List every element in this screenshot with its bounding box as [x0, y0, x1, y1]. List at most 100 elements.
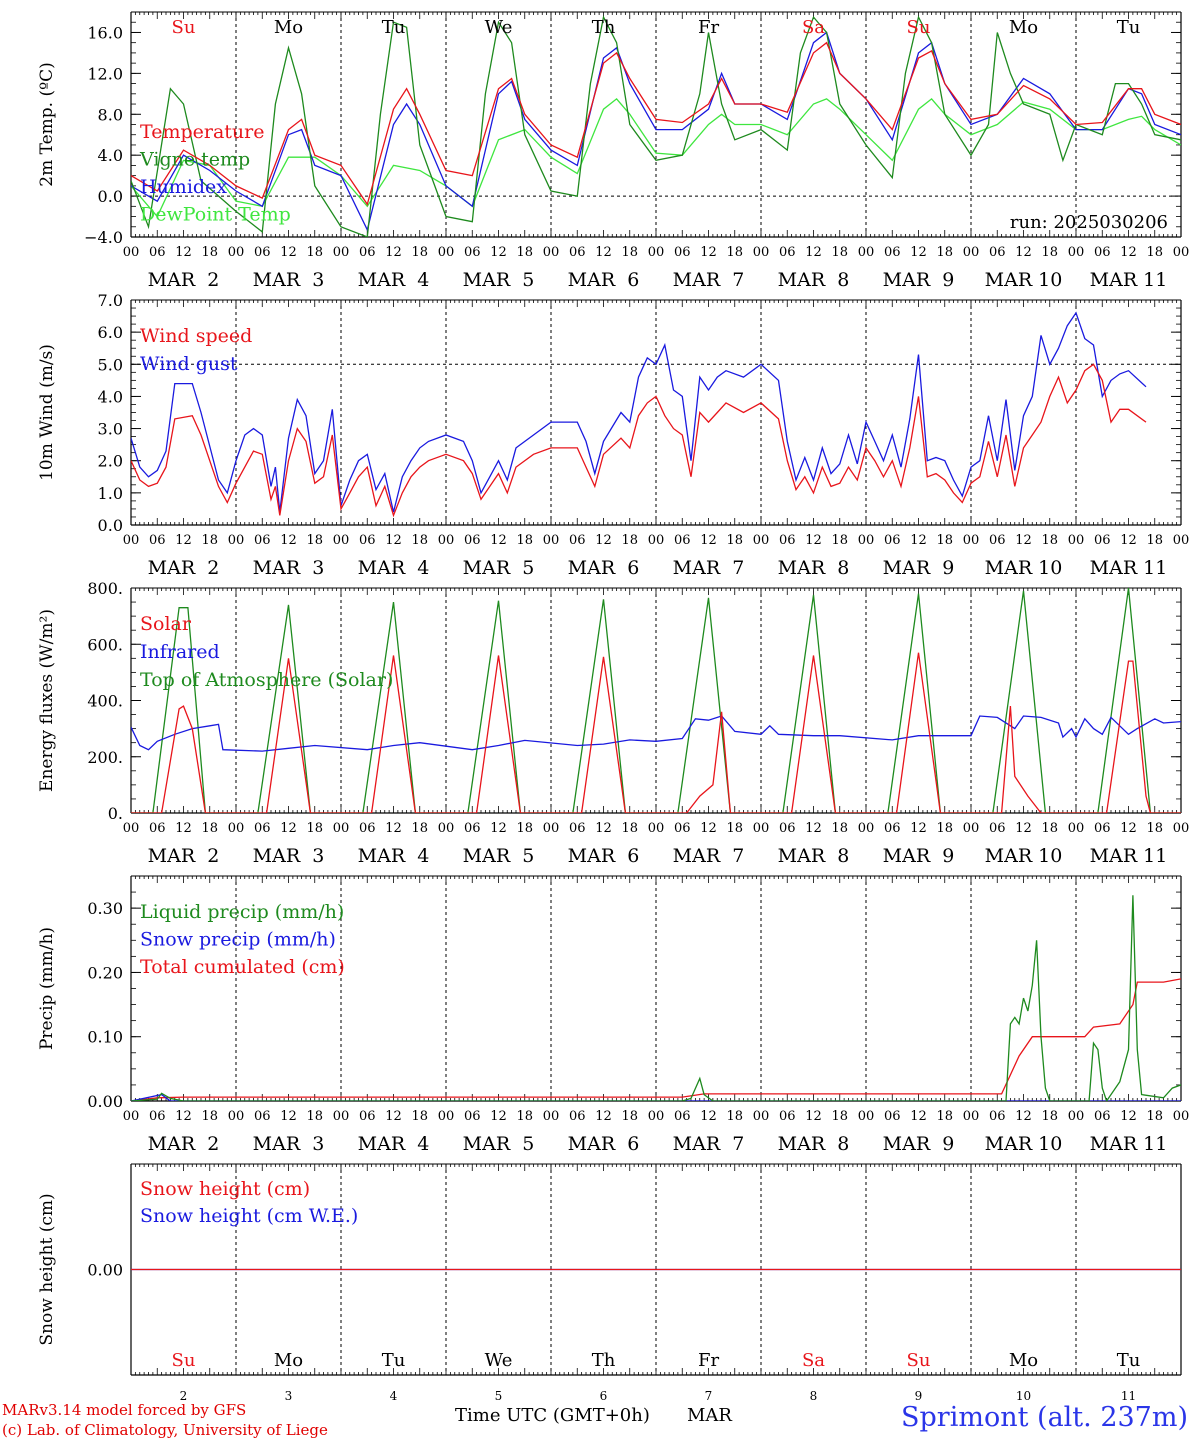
hour-label: 12: [805, 245, 822, 260]
hour-label: 12: [385, 533, 402, 548]
date-label: MAR 10: [985, 269, 1063, 291]
date-label: MAR 7: [673, 1133, 745, 1155]
hour-label: 12: [700, 1109, 717, 1124]
date-label: MAR 11: [1090, 557, 1168, 579]
hour-label: 06: [359, 821, 376, 836]
hour-label: 12: [490, 533, 507, 548]
hour-label: 18: [936, 533, 953, 548]
hour-label: 12: [595, 1109, 612, 1124]
hour-label: 12: [910, 821, 927, 836]
day-number-label: 2: [180, 1389, 188, 1403]
y-axis-label: Snow height (cm): [37, 1193, 57, 1345]
hour-label: 18: [1041, 821, 1058, 836]
hour-label: 06: [359, 1109, 376, 1124]
dow-label: Th: [592, 1350, 616, 1371]
legend-entry: Humidex: [140, 176, 227, 198]
hour-label: 00: [858, 1109, 875, 1124]
panel-energy: 0. 200. 400. 600. 800. Energy fluxes (W/m²) So…: [37, 579, 1189, 867]
date-label: MAR 11: [1090, 1133, 1168, 1155]
dow-label: Tu: [382, 1350, 406, 1371]
y-axis-label: 2m Temp. (ºC): [37, 62, 57, 187]
hour-label: 06: [989, 1109, 1006, 1124]
date-label: MAR 5: [463, 845, 535, 867]
series-line-temperature: [131, 41, 1181, 206]
y-axis-label: Precip (mm/h): [37, 927, 57, 1050]
hour-label: 06: [464, 1109, 481, 1124]
hour-label: 12: [175, 245, 192, 260]
hour-label: 18: [201, 1109, 218, 1124]
hour-label: 18: [306, 533, 323, 548]
dow-label: Mo: [1009, 17, 1038, 38]
dow-label: Mo: [274, 1350, 303, 1371]
date-label: MAR 4: [358, 845, 430, 867]
hour-label: 12: [1120, 821, 1137, 836]
hour-label: 00: [543, 245, 560, 260]
date-label: MAR 3: [253, 845, 325, 867]
hour-label: 00: [228, 533, 245, 548]
hour-label: 06: [674, 245, 691, 260]
series-group: [131, 588, 1181, 813]
day-number-label: 10: [1016, 1389, 1031, 1403]
hour-label: 12: [700, 821, 717, 836]
day-number-label: 8: [810, 1389, 818, 1403]
y-axis-label: Energy fluxes (W/m²): [37, 609, 57, 792]
date-label: MAR 7: [673, 269, 745, 291]
hour-label: 06: [464, 245, 481, 260]
hour-label: 00: [858, 821, 875, 836]
hour-label: 12: [805, 1109, 822, 1124]
hour-label: 06: [254, 821, 271, 836]
y-tick-label: 600.: [87, 635, 123, 654]
hour-label: 12: [175, 821, 192, 836]
hour-label: 00: [228, 245, 245, 260]
credit-line-lab: (c) Lab. of Climatology, University of L…: [2, 1421, 328, 1439]
y-tick-label: 0.30: [87, 899, 123, 918]
date-label: MAR 6: [568, 557, 640, 579]
hour-label: 18: [831, 533, 848, 548]
dow-label: Tu: [1117, 17, 1141, 38]
day-number-label: 3: [285, 1389, 293, 1403]
date-label: MAR 8: [778, 845, 850, 867]
hour-label: 06: [359, 533, 376, 548]
hour-label: 12: [910, 245, 927, 260]
hour-label: 06: [149, 1109, 166, 1124]
panel-wind: 0.0 1.0 2.0 3.0 4.0 5.0 6.0 7.0 10m Wind (m/s) Wi…: [37, 291, 1189, 579]
legend-entry: Solar: [140, 613, 192, 635]
hour-label: 18: [726, 821, 743, 836]
hour-label: 06: [1094, 821, 1111, 836]
hour-label: 00: [1173, 821, 1190, 836]
hour-label: 12: [1015, 245, 1032, 260]
date-label: MAR 10: [985, 557, 1063, 579]
hour-label: 18: [516, 533, 533, 548]
hour-label: 06: [569, 245, 586, 260]
hour-label: 00: [648, 821, 665, 836]
series-line-wind-speed: [131, 363, 1147, 518]
hour-label: 18: [516, 1109, 533, 1124]
date-label: MAR 8: [778, 1133, 850, 1155]
hour-label: 18: [936, 1109, 953, 1124]
hour-label: 06: [779, 1109, 796, 1124]
date-label: MAR 2: [148, 269, 220, 291]
hour-label: 12: [1120, 533, 1137, 548]
station-name: Sprimont (alt. 237m): [901, 1402, 1188, 1433]
hour-label: 00: [123, 821, 140, 836]
date-label: MAR 7: [673, 557, 745, 579]
y-tick-label: 8.0: [98, 105, 123, 124]
hour-label: 18: [411, 245, 428, 260]
date-label: MAR 4: [358, 557, 430, 579]
y-tick-label: 800.: [87, 579, 123, 598]
hour-label: 06: [569, 1109, 586, 1124]
date-label: MAR 4: [358, 1133, 430, 1155]
dow-label: Fr: [698, 1350, 719, 1371]
hour-label: 18: [831, 245, 848, 260]
hour-label: 06: [1094, 533, 1111, 548]
hour-label: 18: [831, 1109, 848, 1124]
hour-label: 18: [726, 533, 743, 548]
hour-label: 18: [306, 245, 323, 260]
hour-label: 06: [779, 533, 796, 548]
date-label: MAR 3: [253, 1133, 325, 1155]
dow-label: Su: [907, 17, 931, 38]
dow-label: Mo: [274, 17, 303, 38]
hour-label: 00: [123, 245, 140, 260]
dow-label: Tu: [1117, 1350, 1141, 1371]
